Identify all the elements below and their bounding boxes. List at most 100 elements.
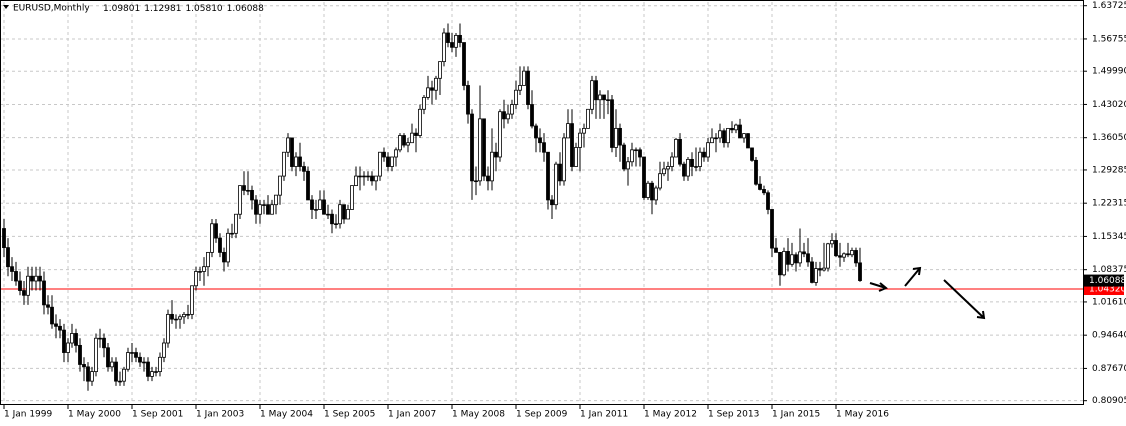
ohlc-value: 1.12981 [144,4,181,14]
candles [0,23,1083,391]
candle-body [582,127,586,134]
candle-body [166,313,170,344]
candle-body [834,240,838,257]
x-tick-label: 1 Jan 2007 [388,410,436,420]
y-tick-label: 1.29285 [1092,165,1126,175]
candle-body [138,356,142,363]
candle-body [454,34,458,48]
candle-body [666,166,670,170]
candle-body [674,138,678,158]
candle-body [846,253,850,256]
candle-body [482,118,486,177]
ohlc-header: 1.09801 1.12981 1.05810 1.06088 [103,4,264,14]
candle-body [410,132,414,144]
candle-body [262,204,266,206]
candle-body [522,70,526,86]
y-tick-label: 1.15345 [1092,232,1126,242]
candle-body [370,175,374,182]
candle-body [442,32,446,63]
candle-body [26,275,30,296]
y-tick-label: 0.80905 [1092,396,1126,406]
candle-body [254,199,258,215]
candle-body [406,142,410,146]
candle-body [238,185,242,215]
candle-body [74,333,78,346]
candle-body [214,223,218,239]
x-tick-label: 1 Sep 2005 [324,410,375,420]
candle-body [22,290,26,296]
candle-body [94,337,98,373]
candle-body [838,255,842,258]
candle-body [38,275,42,282]
candle-body [650,182,654,201]
candle-body [814,268,818,283]
candle-body [462,42,466,86]
candle-body [378,151,382,177]
candle-body [322,199,326,215]
candle-body [754,159,758,185]
candle-body [626,161,630,170]
candle-body [206,251,210,268]
arrow [869,282,888,292]
candle-body [734,124,738,131]
candle-body [798,251,802,264]
candle-body [50,306,54,325]
candle-body [594,80,598,101]
candle-body [498,111,502,158]
candle-body [778,251,782,276]
candle-body [762,189,766,194]
candle-body [142,361,146,364]
symbol-menu-icon[interactable] [3,5,9,9]
candle-body [474,180,478,183]
candle-body [182,313,186,318]
candle-body [578,132,582,148]
candle-body [710,137,714,144]
candle-body [6,247,10,268]
candle-body [34,275,38,282]
candle-body [634,149,638,152]
ohlc-value: 1.06088 [227,4,264,14]
candle-body [414,132,418,136]
candle-body [686,158,690,177]
candle-body [278,175,282,196]
candle-body [250,189,254,201]
candle-body [806,253,810,263]
candle-body [586,108,590,129]
candle-body [290,137,294,167]
grid [0,2,1083,405]
candle-body [402,135,406,146]
candle-body [570,123,574,167]
candle-body [294,156,298,167]
plot-frame [0,0,1084,405]
candle-body [190,285,194,315]
candle-body [646,182,650,198]
candle-body [566,123,570,139]
candle-body [334,223,338,225]
candle-body [678,138,682,165]
candle-body [86,366,90,382]
candle-body [826,243,830,269]
x-tick-label: 1 May 2016 [836,410,889,420]
candle-body [774,247,778,253]
candle-body [186,313,190,316]
candle-body [562,137,566,182]
candle-body [738,124,742,139]
candle-body [730,127,734,131]
candle-body [90,371,94,382]
candle-body [130,352,134,354]
candle-body [270,204,274,215]
candle-body [198,271,202,273]
candle-body [218,237,222,253]
candle-body [46,304,50,308]
candle-body [14,271,18,282]
candle-body [658,173,662,189]
candle-body [722,130,726,144]
candle-body [98,337,102,340]
candle-body [746,133,750,149]
candle-body [706,142,710,158]
candle-body [350,185,354,210]
candle-body [590,80,594,110]
candle-body [386,156,390,167]
candle-body [54,323,58,327]
candle-body [230,232,234,235]
